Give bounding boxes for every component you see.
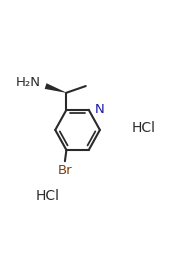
Text: Br: Br xyxy=(58,164,72,177)
Polygon shape xyxy=(45,83,66,93)
Text: H₂N: H₂N xyxy=(16,76,41,89)
Text: HCl: HCl xyxy=(131,121,155,135)
Text: N: N xyxy=(95,103,104,116)
Text: HCl: HCl xyxy=(36,189,60,203)
